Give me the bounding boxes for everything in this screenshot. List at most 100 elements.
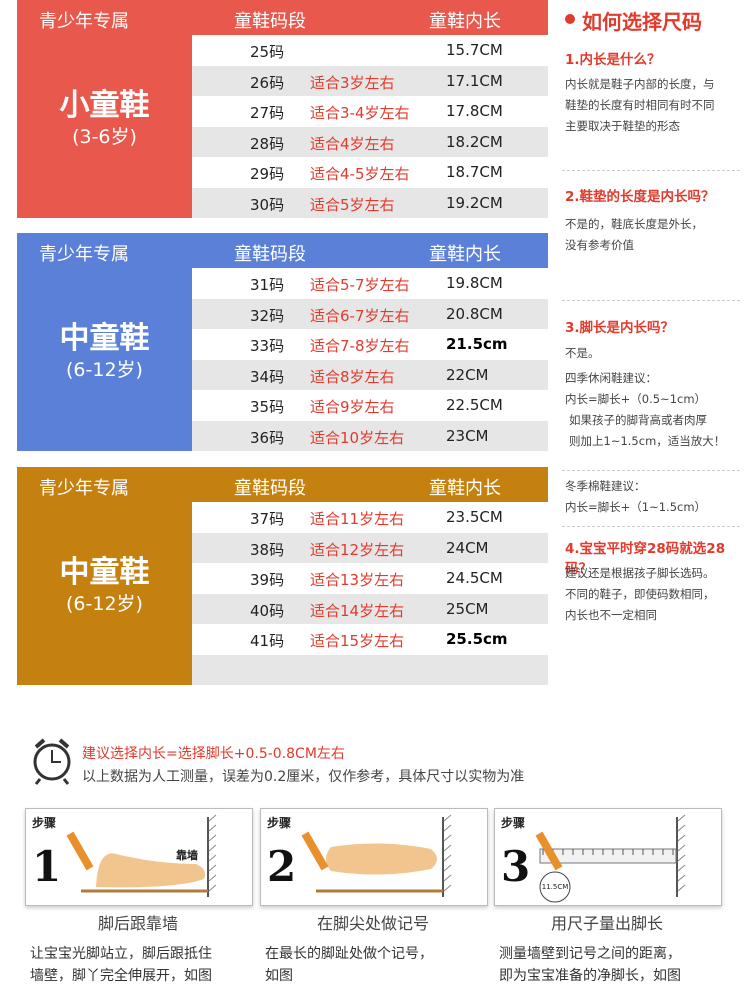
answer-line: 内长=脚长+（1~1.5cm）	[565, 500, 707, 514]
answer-line: 则加上1~1.5cm，适当放大！	[569, 434, 726, 448]
fit-age: 适合11岁左右	[310, 510, 405, 528]
question: 3.脚长是内长吗？	[565, 320, 675, 336]
inner-length: 20.8CM	[446, 304, 503, 323]
header-cell: 童鞋内长	[429, 244, 501, 265]
separator	[562, 526, 740, 527]
inner-length: 17.1CM	[446, 71, 503, 90]
header-cell: 童鞋内长	[429, 11, 501, 32]
foot	[96, 853, 205, 888]
size: 31码	[250, 276, 285, 294]
size: 26码	[250, 73, 285, 92]
table-row: 37码 适合11岁左右 23.5CM	[192, 502, 548, 533]
answer-line: 没有参考价值	[565, 238, 634, 252]
wall-hatch	[677, 834, 686, 842]
inner-length: 25.5cm	[446, 630, 508, 648]
size: 33码	[250, 337, 285, 355]
wall-hatch	[677, 874, 686, 882]
step-desc: 让宝宝光脚站立，脚后跟抵住	[30, 946, 212, 962]
size: 36码	[250, 428, 285, 447]
step-desc: 如图	[265, 968, 293, 984]
header-cell: 青少年专属	[39, 11, 129, 32]
foot	[326, 843, 437, 875]
wall-hatch	[208, 834, 217, 842]
pencil	[535, 831, 563, 871]
header-cell: 童鞋码段	[234, 244, 306, 265]
wall-hatch	[677, 844, 686, 852]
wall-hatch	[443, 814, 452, 822]
table-row: 33码 适合7-8岁左右 21.5cm	[192, 329, 548, 360]
inner-length: 24CM	[446, 538, 489, 557]
pencil	[66, 831, 94, 871]
answer-line: 建议还是根据孩子脚长选码。	[565, 566, 715, 580]
category-block: 中童鞋 (6-12岁)	[17, 268, 192, 451]
category-block: 中童鞋 (6-12岁)	[17, 502, 192, 685]
age-range: (6-12岁)	[66, 593, 143, 615]
table-row: 36码 适合10岁左右 23CM	[192, 420, 548, 451]
table-row: 28码 适合4岁左右 18.2CM	[192, 126, 548, 157]
step-tag: 步骤	[501, 815, 525, 830]
measure-bubble	[539, 871, 571, 903]
wall-hatch	[208, 864, 217, 872]
fit-age: 适合14岁左右	[310, 601, 405, 620]
table-row: 35码 适合9岁左右 22.5CM	[192, 390, 548, 421]
size-table: 青少年专属 童鞋码段 童鞋内长 中童鞋 (6-12岁) 37码 适合11岁左右 23.5CM 3…	[17, 467, 548, 685]
fit-age: 适合4-5岁左右	[310, 165, 410, 183]
category-label: 中童鞋	[59, 555, 150, 590]
fit-age: 适合6-7岁左右	[310, 306, 410, 325]
size: 34码	[250, 367, 285, 386]
header-cell: 童鞋码段	[234, 11, 306, 32]
wall-hatch	[208, 884, 217, 892]
size: 40码	[250, 601, 285, 620]
table-row: 25码 15.7CM	[192, 35, 548, 66]
table-row: 30码 适合5岁左右 19.2CM	[192, 187, 548, 218]
table-row: 29码 适合4-5岁左右 18.7CM	[192, 157, 548, 188]
size: 41码	[250, 632, 285, 650]
fit-age: 适合9岁左右	[310, 398, 395, 416]
step-desc: 在最长的脚趾处做个记号，	[265, 946, 433, 962]
fit-age: 适合15岁左右	[310, 632, 405, 650]
step-box: 步骤3靠墙11.5CM	[494, 808, 722, 906]
table-row: 39码 适合13岁左右 24.5CM	[192, 563, 548, 594]
table-row: 40码 适合14岁左右 25CM	[192, 593, 548, 624]
step-caption: 在脚尖处做记号	[316, 914, 429, 933]
step-box: 步骤2靠墙	[260, 808, 488, 906]
question: 2.鞋垫的长度是内长吗？	[565, 189, 715, 205]
inner-length: 15.7CM	[446, 41, 503, 59]
table-row: 32码 适合6-7岁左右 20.8CM	[192, 298, 548, 329]
step-tag: 步骤	[32, 815, 56, 830]
inner-length: 23CM	[446, 426, 489, 445]
table-row	[192, 654, 548, 685]
fit-age: 适合3-4岁左右	[310, 104, 410, 122]
answer-line: 四季休闲鞋建议：	[565, 371, 657, 385]
wall-hatch	[443, 874, 452, 882]
inner-length: 23.5CM	[446, 508, 503, 526]
inner-length: 17.8CM	[446, 102, 503, 120]
size: 30码	[250, 195, 285, 214]
inner-length: 22CM	[446, 365, 489, 384]
wall-hatch	[443, 864, 452, 872]
inner-length: 24.5CM	[446, 569, 503, 587]
answer-line: 内长=脚长+（0.5~1cm）	[565, 392, 707, 406]
step-tag: 步骤	[267, 815, 291, 830]
table-header: 青少年专属 童鞋码段 童鞋内长	[17, 0, 548, 35]
fit-age: 适合3岁左右	[310, 73, 395, 92]
answer-line: 主要取决于鞋垫的形态	[565, 119, 680, 133]
question: 1.内长是什么？	[565, 52, 661, 68]
inner-length: 18.2CM	[446, 132, 503, 151]
answer-line: 如果孩子的脚背高或者肉厚	[569, 413, 707, 427]
measure-label: 11.5CM	[542, 883, 569, 891]
step-illustration: 步骤2靠墙	[267, 814, 452, 897]
answer-line: 鞋垫的长度有时相同有时不同	[565, 98, 715, 112]
size: 27码	[250, 104, 285, 122]
fit-age: 适合10岁左右	[310, 428, 405, 447]
wall-hatch	[443, 834, 452, 842]
answer-line: 不同的鞋子，即使码数相同，	[565, 587, 715, 601]
size-table: 青少年专属 童鞋码段 童鞋内长 中童鞋 (6-12岁) 31码 适合5-7岁左右 19.8CM…	[17, 233, 548, 451]
wall-hatch	[677, 884, 686, 892]
wall-hatch	[677, 824, 686, 832]
size-table: 青少年专属 童鞋码段 童鞋内长 小童鞋 (3-6岁) 25码 15.7CM 26码 适合3岁左右…	[17, 0, 548, 218]
inner-length: 19.8CM	[446, 274, 503, 292]
size: 29码	[250, 165, 285, 183]
pencil	[301, 831, 329, 871]
